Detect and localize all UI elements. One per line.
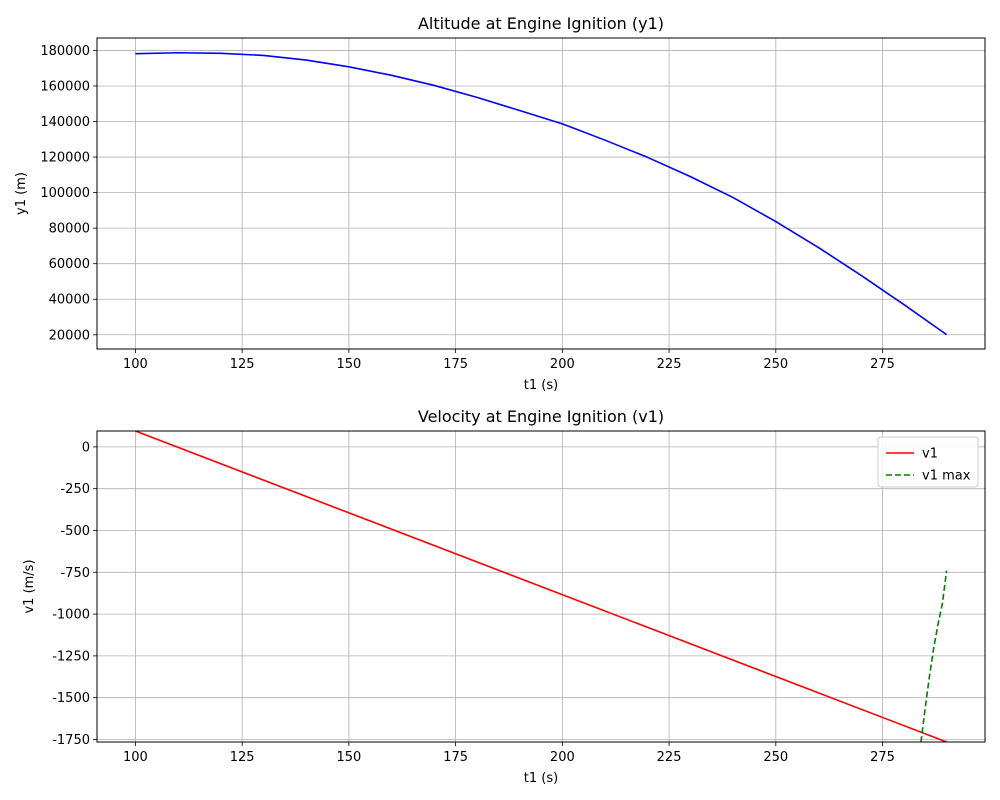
altitude-line [135, 51, 948, 336]
x-tick-label: 100 [123, 750, 148, 765]
x-tick-label: 200 [550, 750, 575, 765]
plot-frame [96, 37, 986, 350]
y-tick-label: -1250 [52, 649, 90, 664]
velocity-chart-title: Velocity at Engine Ignition (v1) [418, 407, 664, 426]
altitude-chart-ylabel: y1 (m) [14, 172, 29, 215]
legend-label-v1-max: v1 max [922, 469, 971, 484]
y-tick-label: -500 [60, 524, 90, 539]
x-tick-label: 150 [336, 357, 361, 372]
y-tick-label: -1750 [52, 733, 90, 748]
velocity-chart: Velocity at Engine Ignition (v1) t1 (s) … [22, 407, 986, 786]
x-tick-label: 275 [870, 357, 895, 372]
y-tick-label: 60000 [49, 257, 90, 272]
y-tick-label: 20000 [49, 328, 90, 343]
series-group [135, 431, 948, 742]
x-tick-label: 250 [763, 357, 788, 372]
x-tick-label: 100 [123, 357, 148, 372]
y-tick-label: 100000 [40, 186, 90, 201]
velocity-chart-xlabel: t1 (s) [524, 771, 558, 786]
velocity-legend: v1 v1 max [877, 436, 979, 488]
legend-box [877, 436, 979, 488]
y-tick-label: 160000 [40, 79, 90, 94]
x-tick-label: 250 [763, 750, 788, 765]
altitude-chart: Altitude at Engine Ignition (y1) t1 (s) … [14, 14, 986, 393]
legend-label-v1: v1 [922, 447, 938, 462]
y-tick-label: 140000 [40, 115, 90, 130]
v1-line [135, 431, 947, 742]
grid [97, 38, 985, 349]
x-tick-label: 225 [657, 750, 682, 765]
y-tick-label: 40000 [49, 293, 90, 308]
x-tick-label: 125 [230, 357, 255, 372]
x-tick-label: 125 [230, 750, 255, 765]
y-tick-label: 120000 [40, 151, 90, 166]
altitude-chart-xlabel: t1 (s) [524, 378, 558, 393]
y-tick-label: -1500 [52, 691, 90, 706]
x-tick-label: 200 [550, 357, 575, 372]
velocity-chart-ylabel: v1 (m/s) [22, 559, 37, 613]
plot-frame [96, 430, 986, 743]
series-group [135, 51, 948, 336]
y-tick-label: 80000 [49, 222, 90, 237]
v1-max-line [920, 570, 948, 742]
x-tick-label: 175 [443, 750, 468, 765]
x-tick-label: 175 [443, 357, 468, 372]
x-tick-label: 225 [657, 357, 682, 372]
y-tick-label: -750 [60, 566, 90, 581]
x-tick-label: 275 [870, 750, 895, 765]
y-tick-label: -250 [60, 482, 90, 497]
y-tick-label: 0 [82, 440, 90, 455]
altitude-chart-title: Altitude at Engine Ignition (y1) [418, 14, 664, 33]
x-tick-label: 150 [336, 750, 361, 765]
y-tick-label: 180000 [40, 44, 90, 59]
y-tick-label: -1000 [52, 608, 90, 623]
